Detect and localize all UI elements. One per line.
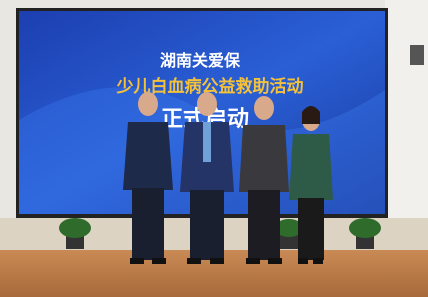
- photo: 湖南关爱保 少儿白血病公益救助活动 正式启动: [0, 0, 428, 297]
- camera: [410, 45, 424, 65]
- side-wall: [385, 0, 428, 250]
- page: 湖南关爱保 少儿白血病公益救助活动 正式启动: [0, 0, 428, 297]
- banner-line1: 湖南关爱保: [160, 51, 241, 70]
